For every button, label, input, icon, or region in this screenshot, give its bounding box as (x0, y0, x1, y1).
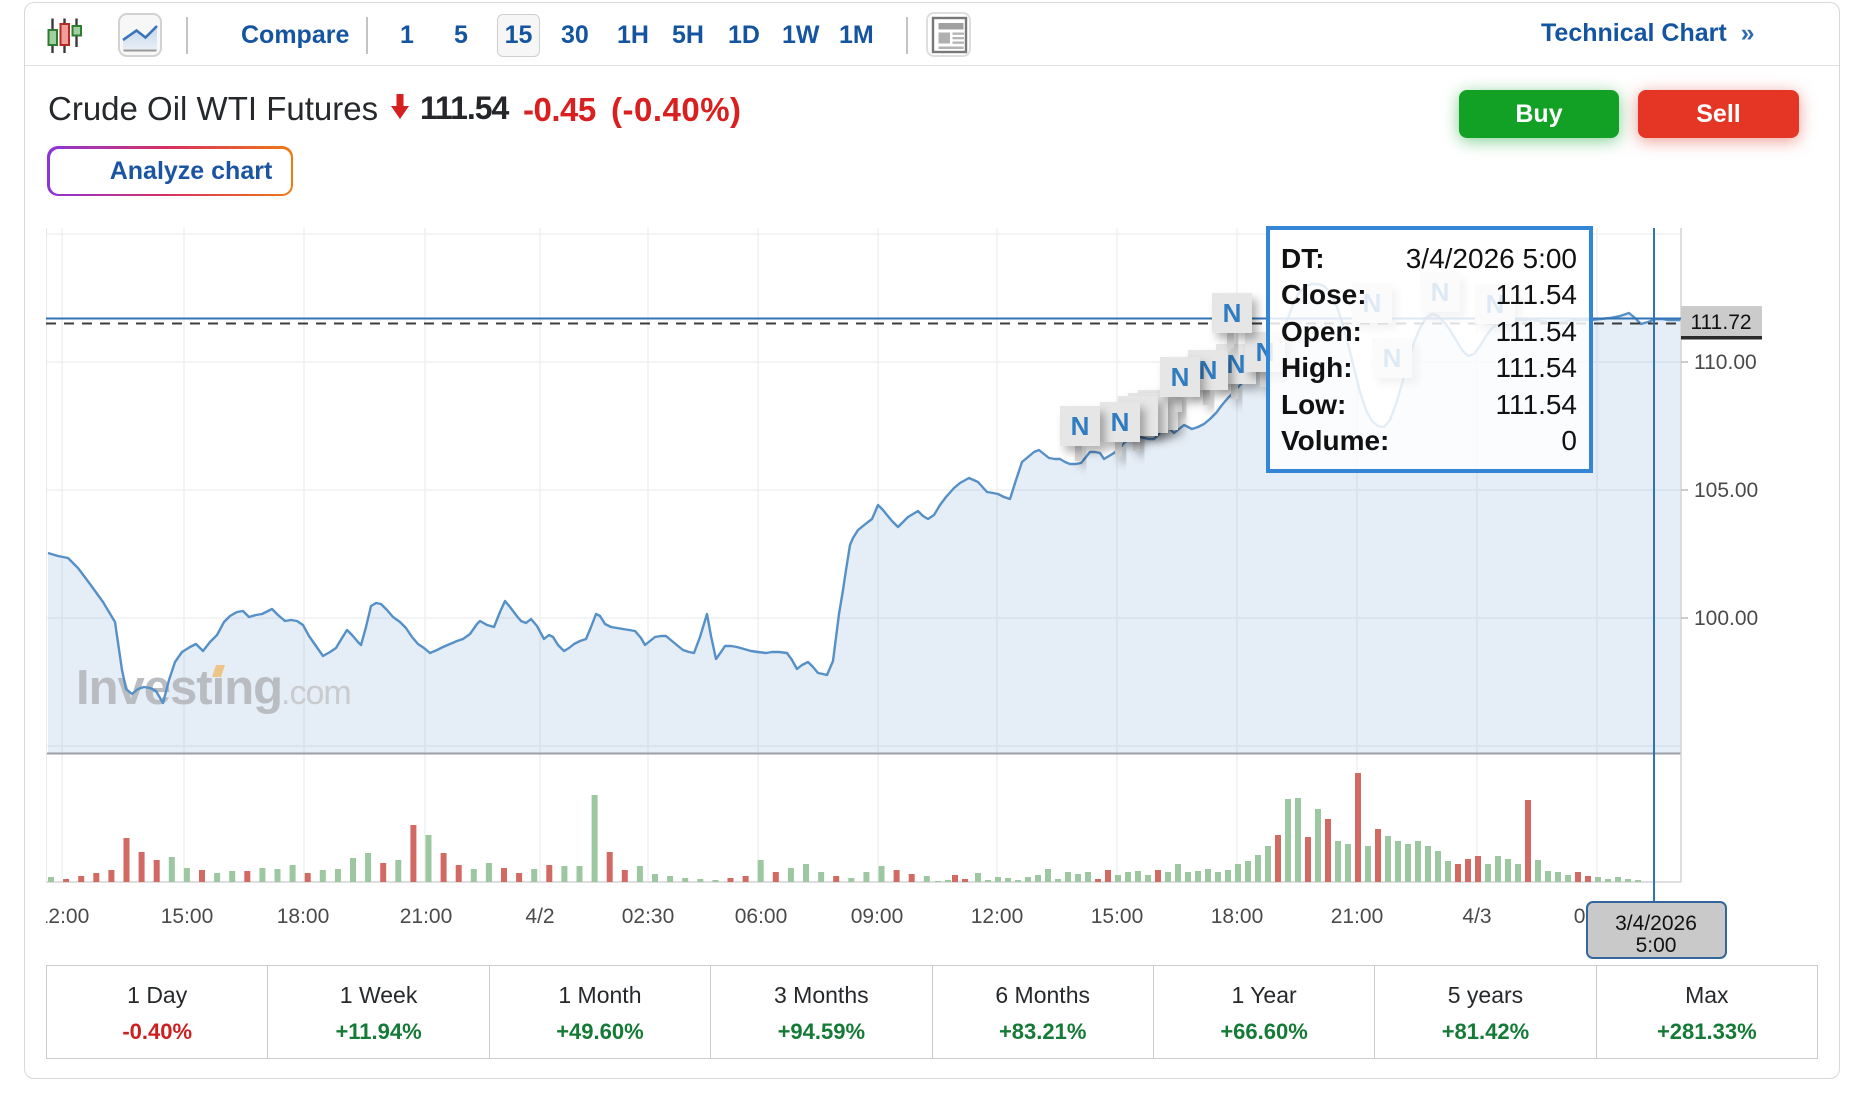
svg-text:09:00: 09:00 (851, 905, 904, 928)
svg-text:21:00: 21:00 (400, 905, 453, 928)
svg-text:12:00: 12:00 (971, 905, 1024, 928)
svg-text:N: N (1171, 362, 1190, 392)
svg-text:111.72: 111.72 (1690, 311, 1751, 334)
svg-text:02:30: 02:30 (622, 905, 675, 928)
svg-text:4/2: 4/2 (525, 905, 554, 928)
svg-text:N: N (1223, 298, 1242, 328)
svg-text:Volume:: Volume: (1281, 425, 1389, 456)
svg-text:N: N (1071, 411, 1090, 441)
svg-text:18:00: 18:00 (277, 905, 330, 928)
svg-text:12:00: 12:00 (37, 905, 90, 928)
svg-text:21:00: 21:00 (1331, 905, 1384, 928)
svg-text:4/3: 4/3 (1462, 905, 1491, 928)
svg-text:100.00: 100.00 (1694, 607, 1758, 630)
svg-text:3/4/2026: 3/4/2026 (1615, 912, 1697, 935)
svg-text:N: N (1199, 355, 1218, 385)
svg-text:06:00: 06:00 (735, 905, 788, 928)
svg-text:5:00: 5:00 (1636, 934, 1677, 957)
svg-text:Open:: Open: (1281, 316, 1362, 347)
svg-text:Investing: Investing (76, 661, 282, 715)
svg-text:111.54: 111.54 (1496, 352, 1577, 383)
svg-text:Low:: Low: (1281, 389, 1346, 420)
svg-text:N: N (1227, 349, 1246, 379)
svg-text:High:: High: (1281, 352, 1353, 383)
svg-text:111.54: 111.54 (1496, 389, 1577, 420)
svg-text:0: 0 (1561, 425, 1577, 456)
svg-text:105.00: 105.00 (1694, 479, 1758, 502)
svg-text:111.54: 111.54 (1496, 279, 1577, 310)
svg-text:3/4/2026 5:00: 3/4/2026 5:00 (1406, 243, 1577, 274)
svg-text:DT:: DT: (1281, 243, 1325, 274)
svg-text:110.00: 110.00 (1694, 351, 1757, 374)
svg-text:N: N (1111, 407, 1130, 437)
svg-text:.com: .com (281, 674, 351, 712)
svg-text:18:00: 18:00 (1211, 905, 1264, 928)
svg-text:111.54: 111.54 (1496, 316, 1577, 347)
svg-text:15:00: 15:00 (161, 905, 214, 928)
svg-text:15:00: 15:00 (1091, 905, 1144, 928)
svg-text:Close:: Close: (1281, 279, 1367, 310)
